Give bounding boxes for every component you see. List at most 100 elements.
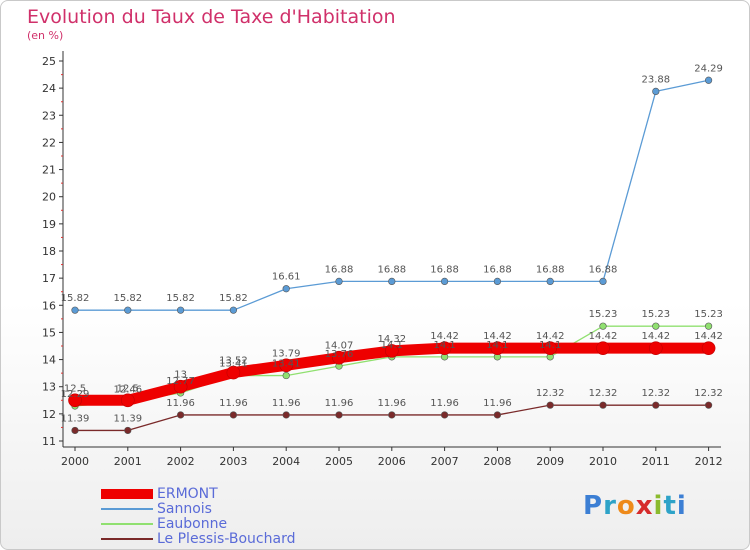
legend-label: Sannois [157,501,212,517]
legend-item-ermont[interactable]: ERMONT [101,486,361,502]
series-ermont [68,341,716,408]
data-label: 11.96 [325,398,354,409]
data-label: 14.1 [381,340,403,351]
data-point[interactable] [648,341,663,355]
data-point[interactable] [596,341,610,355]
data-point[interactable] [177,411,185,419]
data-label: 14.42 [430,331,459,342]
data-label: 15.23 [694,309,723,320]
legend-item-eaubonne[interactable]: Eaubonne [101,516,361,532]
data-labels-layer: 15.82 15.82 15.82 15.82 16.61 16.88 16.88 16.88… [61,63,723,424]
brand-letter: x [635,491,654,521]
y-tick-label: 22 [42,136,56,149]
data-label: 15.82 [113,293,142,304]
data-label: 13.52 [219,356,248,367]
data-label: 12.32 [589,388,618,399]
brand-letter: P [583,491,604,521]
data-point[interactable] [279,358,294,373]
data-point[interactable] [68,393,82,408]
legend-item-sannois[interactable]: Sannois [101,501,361,517]
data-label: 13.41 [272,359,301,370]
data-label: 16.88 [325,264,354,275]
data-point[interactable] [599,277,607,286]
data-label: 14.1 [539,340,561,351]
brand-letter: o [616,491,636,521]
data-point[interactable] [335,277,343,286]
data-point[interactable] [652,401,660,409]
data-point[interactable] [493,411,502,419]
brand-logo[interactable]: Proxiti [583,491,687,521]
data-label: 14.42 [536,331,565,342]
data-point[interactable] [388,277,396,286]
data-point[interactable] [282,411,290,419]
data-point[interactable] [71,306,79,314]
data-point[interactable] [599,322,607,330]
data-point[interactable] [546,401,554,409]
legend-swatch [101,538,153,540]
data-label: 12.29 [61,389,90,400]
data-label: 11.96 [483,398,512,409]
data-point[interactable] [177,306,185,314]
data-label: 13.76 [325,349,354,360]
x-tick-label: 2008 [483,455,511,468]
data-point[interactable] [490,341,505,355]
data-point[interactable] [229,411,237,419]
data-label: 11.96 [166,398,195,409]
data-label: 15.82 [166,293,195,304]
data-point[interactable] [441,277,449,286]
x-tick-label: 2003 [219,455,247,468]
data-point[interactable] [226,365,241,380]
data-point[interactable] [599,401,607,409]
legend-swatch [101,508,153,510]
data-point[interactable] [124,426,132,435]
data-label: 14.42 [483,331,512,342]
legend-swatch [101,523,153,525]
data-label: 15.23 [589,309,618,320]
data-label: 14.07 [325,341,354,352]
y-tick-label: 14 [42,354,56,367]
data-point[interactable] [282,285,290,293]
data-point[interactable] [543,341,558,355]
legend-label: Eaubonne [157,516,228,532]
data-point[interactable] [332,350,346,365]
data-label: 11.96 [272,398,301,409]
y-tick-label: 17 [42,272,56,285]
data-point[interactable] [71,426,79,435]
data-point[interactable] [437,341,452,355]
data-label: 11.39 [61,413,90,424]
x-tick-label: 2010 [589,455,617,468]
legend-label: Le Plessis-Bouchard [157,531,296,547]
series-sannois [71,76,713,314]
data-label: 12.5 [64,383,86,394]
data-point[interactable] [441,411,449,419]
legend-item-le-plessis-bouchard[interactable]: Le Plessis-Bouchard [101,531,361,547]
x-tick-label: 2011 [642,455,670,468]
data-label: 14.42 [641,331,670,342]
brand-letter: r [603,491,617,521]
data-point[interactable] [229,306,237,314]
data-point[interactable] [652,87,660,95]
data-point[interactable] [282,371,290,380]
data-point[interactable] [704,401,713,409]
data-point[interactable] [121,393,135,408]
data-point[interactable] [124,306,132,314]
data-point[interactable] [384,344,399,358]
chart-title: Evolution du Taux de Taxe d'Habitation [27,6,396,28]
data-point[interactable] [704,76,713,84]
data-point[interactable] [493,277,502,286]
x-tick-label: 2005 [325,455,353,468]
data-point[interactable] [704,322,713,330]
x-tick-label: 2002 [167,455,195,468]
data-point[interactable] [701,341,716,355]
data-point[interactable] [652,322,660,330]
data-label: 14.42 [694,331,723,342]
data-point[interactable] [173,379,188,394]
data-label: 11.96 [219,398,248,409]
series-layer [68,76,716,435]
data-label: 12.5 [117,383,139,394]
data-point[interactable] [335,411,343,419]
data-point[interactable] [388,411,396,419]
y-tick-label: 18 [42,245,56,258]
data-point[interactable] [546,277,554,286]
